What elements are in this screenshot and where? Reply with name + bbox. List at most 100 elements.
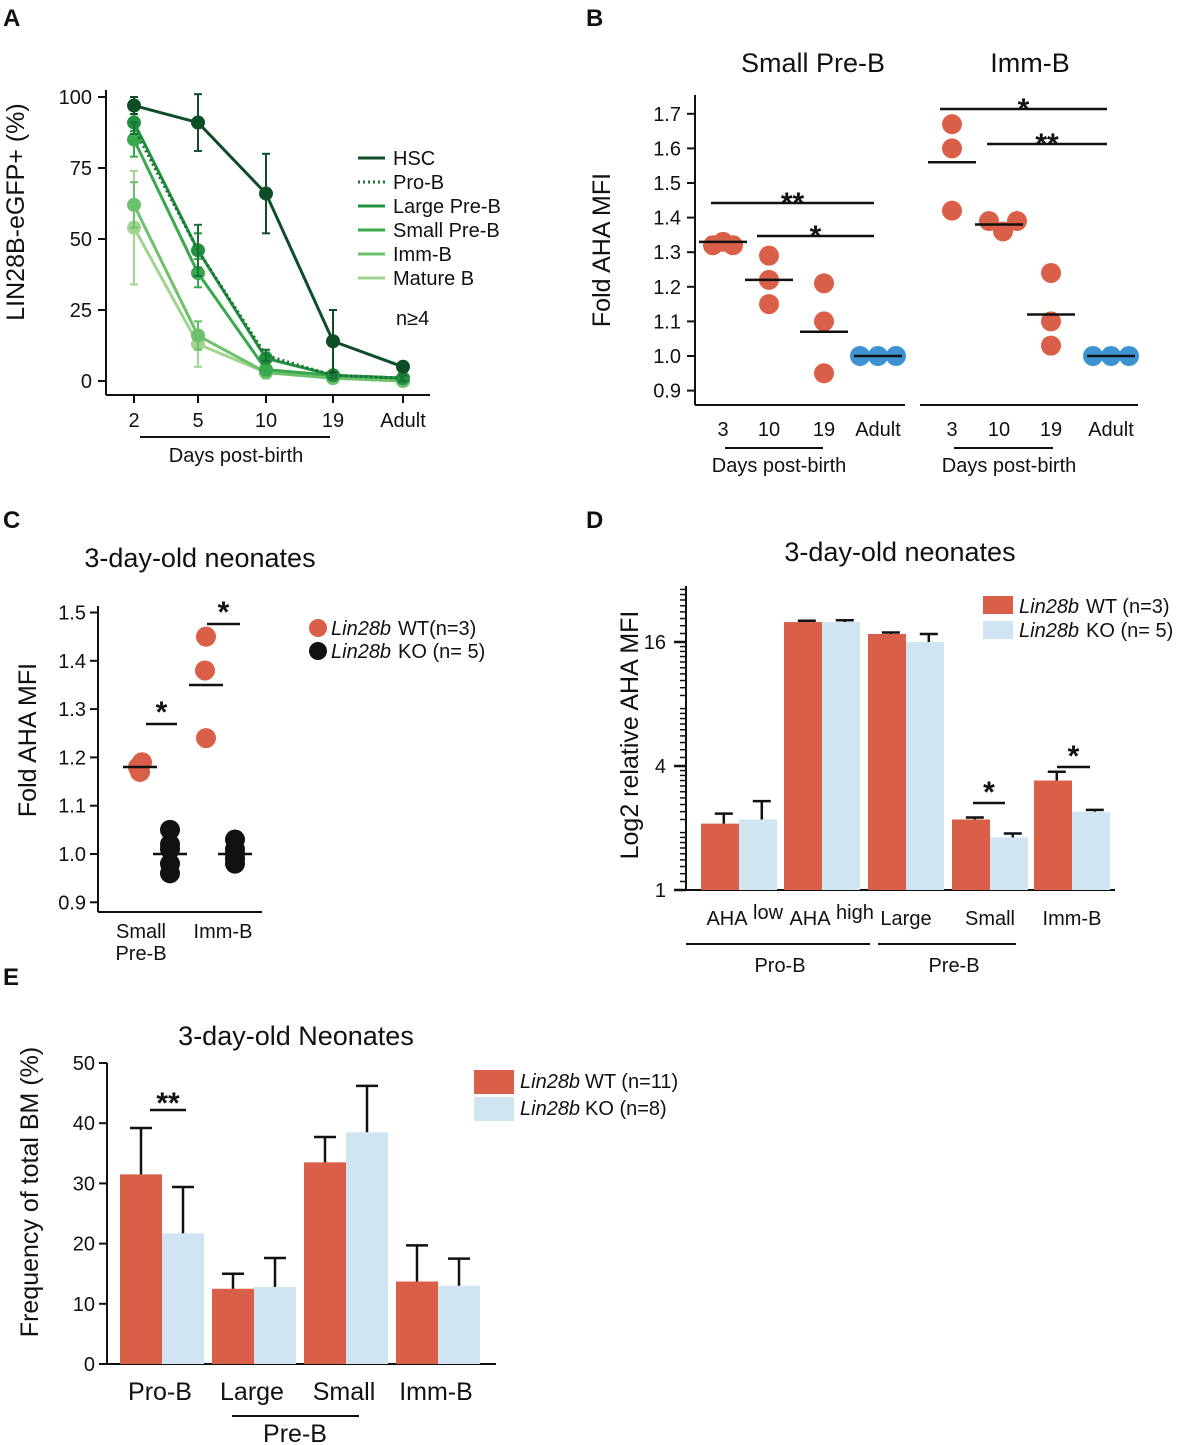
panel-c-legend-ko-label: KO (n= 5) [398,641,485,663]
panel-d-ytick-label: 16 [644,632,666,654]
panel-b-sig-stars: * [1018,93,1030,126]
panel-b-ytick-label: 1.7 [653,104,681,126]
panel-e-sig-stars: ** [156,1087,180,1120]
panel-d-bar [952,819,990,890]
panel-e-bar [396,1281,438,1364]
panel-b-point [759,245,779,266]
panel-e-title: 3-day-old Neonates [178,1021,414,1051]
panel-e-legend-ko-label: KO (n=8) [585,1098,667,1120]
panel-b-ytick-label: 0.9 [653,381,681,403]
panel-e-xtick-label: Pro-B [128,1378,192,1406]
panel-d-xtick-label: Large [880,908,931,930]
panel-a-legend-label: Large Pre-B [393,196,501,218]
panel-b-point [1041,335,1061,356]
panel-c-ytick-label: 1.1 [58,796,86,818]
panel-a-line-1 [132,127,404,380]
panel-d-bar [1072,811,1110,890]
panel-a-xtick-label: Adult [380,410,426,432]
panel-b-xtick-label: 10 [758,419,780,441]
panel-c-legend-wt-dot [309,619,327,637]
panel-a-legend-label: Pro-B [393,172,444,194]
panel-a-ytick-label: 100 [59,87,92,109]
panel-c-title: 3-day-old neonates [84,543,315,573]
panel-a-xtick-label: 10 [255,410,277,432]
panel-b-point [979,211,999,232]
panel-d-xtick-label: Imm-B [1043,908,1102,930]
panel-d-legend-ko-swatch [983,621,1013,639]
panel-b-point [1041,311,1061,332]
panel-e-ytick-label: 10 [73,1294,95,1316]
panel-d-bar [868,633,906,890]
panel-c-ytick-label: 1.2 [58,747,86,769]
panel-b-point [1007,211,1027,232]
panel-d-bar [1034,780,1072,890]
panel-a-ytick-label: 25 [70,300,92,322]
panel-e-bar [120,1174,162,1364]
panel-b-ytick-label: 1.6 [653,138,681,160]
panel-d-bar [784,622,822,890]
panel-a-point [396,359,410,374]
panel-label-B: B [586,5,603,32]
panel-c-ko-point [160,819,180,840]
panel-a-n-note: n≥4 [396,308,429,330]
panel-c-ytick-label: 1.4 [58,651,86,673]
panel-a-point [127,197,141,212]
panel-d-legend-wt-swatch [983,596,1013,614]
panel-b-xtick-label: 10 [988,419,1010,441]
panel-a-point [127,132,141,147]
panel-d-legend-ko-gene: Lin28b [1019,620,1079,642]
panel-d-bar [701,823,739,890]
panel-b-ytick-label: 1.1 [653,311,681,333]
panel-label-E: E [3,964,19,991]
panel-b-point [759,294,779,315]
panel-b-xlabel: Days post-birth [942,455,1077,477]
panel-a-point [259,362,273,377]
panel-c-xtick-label-2: Pre-B [115,943,166,965]
panel-c-legend-ko-dot [309,642,327,660]
panel-a-point [127,98,141,113]
panel-a-ytick-label: 0 [81,371,92,393]
panel-c-ytick-label: 1.3 [58,699,86,721]
panel-c-ko-point [160,834,180,855]
panel-c-wt-point [195,660,215,681]
panel-b-sig-stars: ** [1035,128,1059,161]
panel-d-bar [739,819,777,890]
panel-b-point [814,273,834,294]
panel-a-legend-label: Small Pre-B [393,220,500,242]
panel-a-xtick-label: 2 [128,410,139,432]
panel-d-ytick-label: 1 [655,880,666,902]
panel-c-ytick-label: 1.0 [58,844,86,866]
panel-e-xtick-label: Imm-B [399,1378,473,1406]
panel-b-ytick-label: 1.5 [653,173,681,195]
panel-b-xtick-label: 19 [1040,419,1062,441]
panel-d-group-label: Pro-B [754,955,805,977]
panel-c-ytick-label: 1.5 [58,603,86,625]
panel-e-group-label: Pre-B [263,1420,327,1445]
panel-b-group-title: Small Pre-B [741,48,885,78]
panel-a-line-2 [132,121,404,380]
panel-b-xlabel: Days post-birth [712,455,847,477]
panel-b-xtick-label: Adult [1088,419,1134,441]
panel-e-ytick-label: 30 [73,1173,95,1195]
panel-b-point [993,221,1013,242]
panel-e-bar [304,1162,346,1364]
panel-d-xtick-label: AHA [789,908,831,930]
panel-e-bar [162,1233,204,1364]
panel-d-ylabel: Log2 relative AHA MFI [616,611,644,860]
panel-b-ylabel: Fold AHA MFI [588,173,616,327]
panel-a-ytick-label: 50 [70,229,92,251]
panel-b-point [814,311,834,332]
panel-b-point [723,235,743,256]
panel-b-ytick-label: 1.2 [653,277,681,299]
panel-a-xtick-label: 5 [192,410,203,432]
panel-b-point [942,114,962,135]
panel-e-bar [438,1285,480,1364]
panel-c-ko-point [160,863,180,884]
panel-a-point [259,186,273,201]
panel-b-point [1041,262,1061,283]
panel-b-xtick-label: 19 [813,419,835,441]
panel-b-sig-stars: ** [781,187,805,220]
panel-b-group-title: Imm-B [990,48,1069,78]
panel-e-legend-ko-gene: Lin28b [520,1098,580,1120]
